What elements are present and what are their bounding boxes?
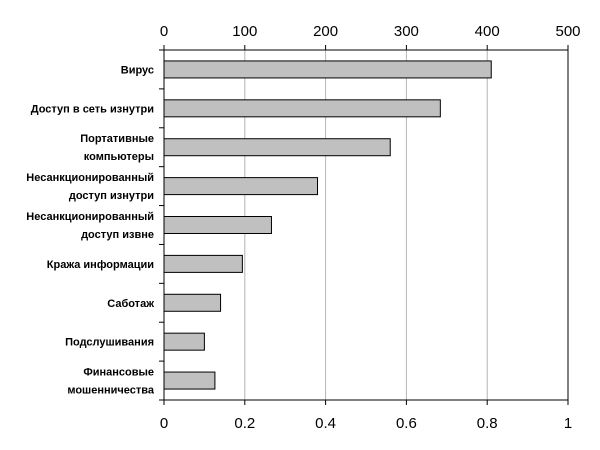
bar-4: [163, 216, 272, 234]
bar-7: [163, 332, 205, 351]
category-label-4-line-1: доступ извне: [81, 229, 154, 241]
bar-1: [163, 99, 441, 118]
category-label-7: Подслушивания: [65, 337, 154, 349]
bar-6: [163, 293, 222, 312]
top-tick-label-1: 100: [232, 23, 257, 40]
top-tick-label-3: 300: [394, 23, 419, 40]
category-label-3-line-1: доступ изнутри: [69, 190, 154, 202]
bottom-tick-label-0: 0: [160, 415, 168, 432]
bar-8: [163, 371, 216, 390]
category-label-2-line-1: компьютеры: [84, 151, 154, 163]
bottom-tick-label-5: 1: [564, 415, 572, 432]
top-tick-label-4: 400: [475, 23, 500, 40]
category-label-8-line-1: мошенничества: [67, 385, 155, 397]
top-tick-label-5: 500: [555, 23, 580, 40]
bottom-tick-label-2: 0.4: [315, 415, 336, 432]
bar-0: [163, 60, 492, 79]
category-label-6: Саботаж: [107, 298, 154, 310]
top-tick-label-2: 200: [313, 23, 338, 40]
top-tick-label-0: 0: [160, 23, 168, 40]
category-label-8-line-0: Финансовые: [83, 367, 154, 379]
category-label-5: Кража информации: [47, 259, 154, 271]
category-label-1: Доступ в сеть изнутри: [31, 103, 154, 115]
category-label-2-line-0: Портативные: [80, 133, 154, 145]
bar-5: [163, 254, 243, 273]
bar-3: [163, 177, 319, 196]
bottom-tick-label-3: 0.6: [396, 415, 417, 432]
bottom-tick-label-4: 0.8: [477, 415, 498, 432]
category-label-0: Вирус: [121, 64, 154, 76]
category-label-4-line-0: Несанкционированный: [26, 211, 154, 223]
bar-2: [163, 138, 391, 157]
category-label-3-line-0: Несанкционированный: [26, 172, 154, 184]
bottom-tick-label-1: 0.2: [234, 415, 255, 432]
